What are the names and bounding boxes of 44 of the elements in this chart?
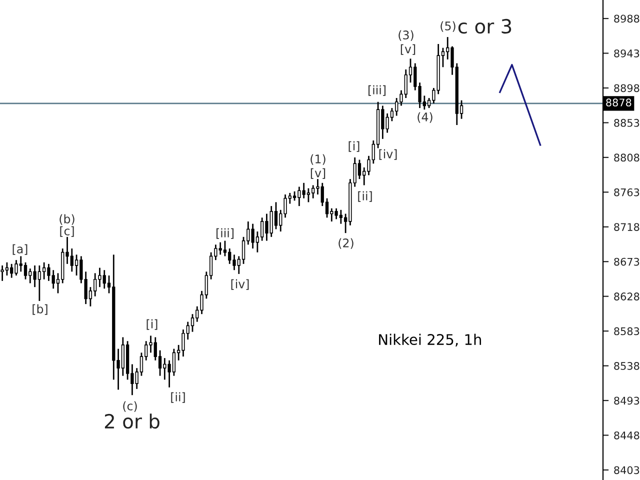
candlestick <box>358 159 362 180</box>
annotation: (b) <box>60 214 74 225</box>
candlestick <box>74 254 78 276</box>
annotation: (1) <box>310 154 326 165</box>
y-tick-label: 8718 <box>614 223 640 231</box>
y-tick-label: 8628 <box>614 292 640 300</box>
annotation: [a] <box>12 244 28 255</box>
y-tick-label: 8988 <box>614 14 640 23</box>
annotation: (2) <box>338 238 354 249</box>
candlestick <box>24 262 28 280</box>
annotation: [b] <box>32 304 48 315</box>
annotation: c or 3 <box>458 18 512 34</box>
y-tick-label: 8493 <box>614 396 640 405</box>
annotation: [ii] <box>358 191 372 202</box>
y-tick-label: 8448 <box>614 431 640 440</box>
annotation: 2 or b <box>104 414 160 429</box>
annotation: [i] <box>146 319 158 330</box>
annotation: [ii] <box>171 392 185 403</box>
y-tick-label: 8898 <box>614 84 640 92</box>
candlestick <box>223 240 227 257</box>
annotation: (4) <box>418 112 432 123</box>
y-tick-label: 8538 <box>614 362 640 370</box>
y-tick-label: 8943 <box>614 49 640 58</box>
y-tick-label: 8808 <box>614 154 640 162</box>
annotation: [iv] <box>231 279 249 290</box>
y-tick-label: 8403 <box>614 466 640 474</box>
candlestick <box>274 201 278 230</box>
annotation: [v] <box>310 168 326 179</box>
annotation: [v] <box>400 44 416 55</box>
y-tick-label: 8763 <box>614 188 640 196</box>
annotation: [iii] <box>216 228 234 239</box>
y-tick-label: 8853 <box>614 118 640 127</box>
annotation: (5) <box>440 21 456 32</box>
annotation: (3) <box>398 30 414 41</box>
candlestick <box>190 313 194 333</box>
annotation: [c] <box>60 226 74 237</box>
annotation: (c) <box>123 401 137 412</box>
text: Nikkei 225, 1h <box>379 334 482 347</box>
annotation: [iii] <box>368 85 386 96</box>
ref-line-label: 8878 <box>606 98 632 106</box>
y-tick-label: 8673 <box>614 258 640 266</box>
annotation: [iv] <box>379 149 397 160</box>
y-tick-label: 8583 <box>614 327 640 336</box>
annotation: [i] <box>348 141 360 152</box>
